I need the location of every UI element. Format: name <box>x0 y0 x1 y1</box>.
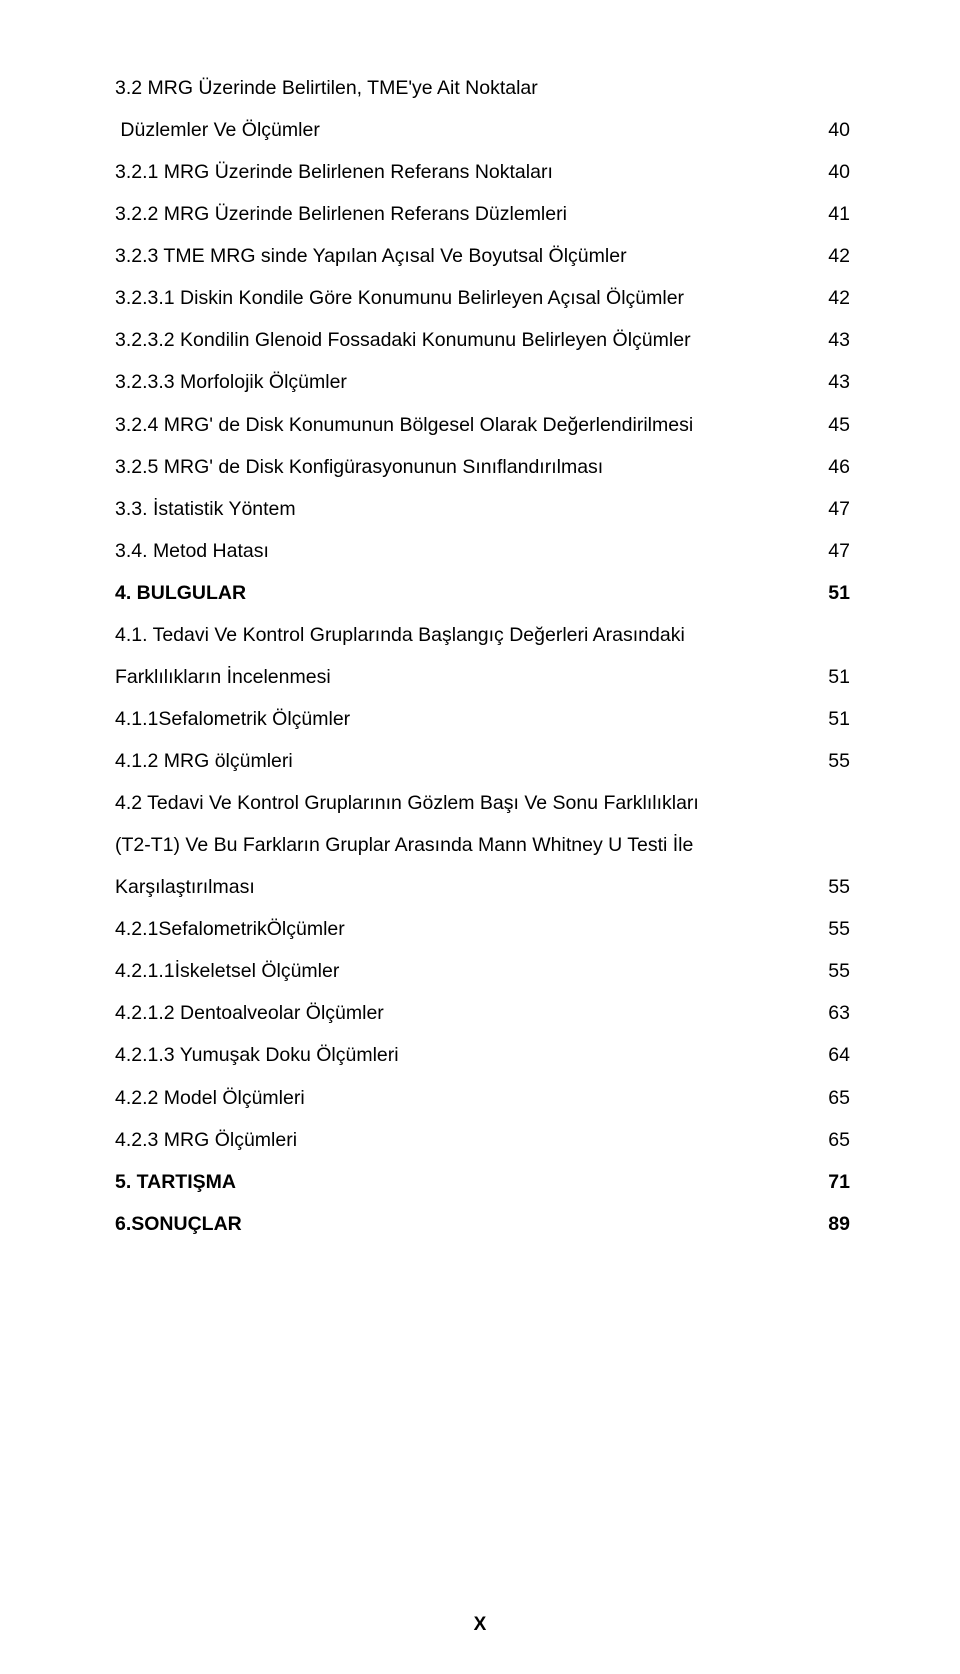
toc-entry-page: 55 <box>800 869 850 905</box>
toc-entry: 4.1.2 MRG ölçümleri55 <box>115 743 850 779</box>
toc-entry-text: 4.2.2 Model Ölçümleri <box>115 1080 800 1116</box>
toc-entry: 3.2.3.3 Morfolojik Ölçümler43 <box>115 364 850 400</box>
toc-entry-text: 4.1. Tedavi Ve Kontrol Gruplarında Başla… <box>115 617 800 653</box>
toc-entry: 3.2 MRG Üzerinde Belirtilen, TME'ye Ait … <box>115 70 850 106</box>
toc-entry: 3.2.3.1 Diskin Kondile Göre Konumunu Bel… <box>115 280 850 316</box>
toc-entry-page: 43 <box>800 364 850 400</box>
toc-entry: 4.2.1.2 Dentoalveolar Ölçümler63 <box>115 995 850 1031</box>
toc-entry-page: 40 <box>800 154 850 190</box>
toc-entry-text: 3.2.3.1 Diskin Kondile Göre Konumunu Bel… <box>115 280 800 316</box>
toc-entry: (T2-T1) Ve Bu Farkların Gruplar Arasında… <box>115 827 850 863</box>
toc-entry-text: 3.2.1 MRG Üzerinde Belirlenen Referans N… <box>115 154 800 190</box>
toc-entry: 3.4. Metod Hatası47 <box>115 533 850 569</box>
toc-entry-text: 4. BULGULAR <box>115 575 800 611</box>
toc-entry-text: 3.2.3.3 Morfolojik Ölçümler <box>115 364 800 400</box>
toc-entry: 4.2 Tedavi Ve Kontrol Gruplarının Gözlem… <box>115 785 850 821</box>
toc-entry-page: 47 <box>800 533 850 569</box>
toc-entry-text: 4.2.1.3 Yumuşak Doku Ölçümleri <box>115 1037 800 1073</box>
toc-entry: 6.SONUÇLAR89 <box>115 1206 850 1242</box>
toc-entry: 3.2.3.2 Kondilin Glenoid Fossadaki Konum… <box>115 322 850 358</box>
toc-entry-page: 71 <box>800 1164 850 1200</box>
toc-entry-text: 4.2 Tedavi Ve Kontrol Gruplarının Gözlem… <box>115 785 800 821</box>
toc-entry: 4.1.1Sefalometrik Ölçümler51 <box>115 701 850 737</box>
toc-entry-text: Farklılıkların İncelenmesi <box>115 659 800 695</box>
toc-entry: 4.2.2 Model Ölçümleri65 <box>115 1080 850 1116</box>
toc-entry-text: 3.2.3.2 Kondilin Glenoid Fossadaki Konum… <box>115 322 800 358</box>
toc-entry: 3.2.3 TME MRG sinde Yapılan Açısal Ve Bo… <box>115 238 850 274</box>
toc-entry-page: 51 <box>800 575 850 611</box>
toc-entry-page: 40 <box>800 112 850 148</box>
toc-entry-page: 51 <box>800 659 850 695</box>
toc-entry-page: 63 <box>800 995 850 1031</box>
toc-entry-text: 5. TARTIŞMA <box>115 1164 800 1200</box>
toc-entry-text: 4.2.1.1İskeletsel Ölçümler <box>115 953 800 989</box>
toc-entry-text: 4.2.1SefalometrikÖlçümler <box>115 911 800 947</box>
toc-entry-page: 46 <box>800 449 850 485</box>
toc-entry-page: 55 <box>800 953 850 989</box>
toc-entry-page: 89 <box>800 1206 850 1242</box>
toc-entry: 4. BULGULAR51 <box>115 575 850 611</box>
toc-entry-text: 3.2.4 MRG' de Disk Konumunun Bölgesel Ol… <box>115 407 800 443</box>
toc-entry-text: 4.1.1Sefalometrik Ölçümler <box>115 701 800 737</box>
toc-entry-text: 3.2.3 TME MRG sinde Yapılan Açısal Ve Bo… <box>115 238 800 274</box>
toc-entry-page: 65 <box>800 1122 850 1158</box>
toc-entry: 4.2.1.1İskeletsel Ölçümler55 <box>115 953 850 989</box>
toc-entry: Karşılaştırılması55 <box>115 869 850 905</box>
toc-entry-text: 3.2 MRG Üzerinde Belirtilen, TME'ye Ait … <box>115 70 800 106</box>
toc-entry-text: 4.2.3 MRG Ölçümleri <box>115 1122 800 1158</box>
toc-entry: 3.2.1 MRG Üzerinde Belirlenen Referans N… <box>115 154 850 190</box>
toc-entry-page: 51 <box>800 701 850 737</box>
table-of-contents: 3.2 MRG Üzerinde Belirtilen, TME'ye Ait … <box>115 70 850 1242</box>
toc-entry-text: 3.3. İstatistik Yöntem <box>115 491 800 527</box>
toc-entry-page: 64 <box>800 1037 850 1073</box>
toc-entry-text: Karşılaştırılması <box>115 869 800 905</box>
toc-entry-page: 55 <box>800 911 850 947</box>
toc-entry: 5. TARTIŞMA71 <box>115 1164 850 1200</box>
toc-entry: Düzlemler Ve Ölçümler40 <box>115 112 850 148</box>
toc-entry-text: 4.1.2 MRG ölçümleri <box>115 743 800 779</box>
toc-entry-page: 65 <box>800 1080 850 1116</box>
toc-entry: 3.2.4 MRG' de Disk Konumunun Bölgesel Ol… <box>115 407 850 443</box>
toc-entry-page: 45 <box>800 407 850 443</box>
toc-entry: Farklılıkların İncelenmesi51 <box>115 659 850 695</box>
toc-entry-text: 3.4. Metod Hatası <box>115 533 800 569</box>
toc-entry: 3.2.2 MRG Üzerinde Belirlenen Referans D… <box>115 196 850 232</box>
toc-entry: 4.2.1.3 Yumuşak Doku Ölçümleri64 <box>115 1037 850 1073</box>
toc-entry-page: 42 <box>800 280 850 316</box>
toc-entry-page: 43 <box>800 322 850 358</box>
toc-entry: 3.3. İstatistik Yöntem47 <box>115 491 850 527</box>
toc-entry-text: Düzlemler Ve Ölçümler <box>115 112 800 148</box>
toc-entry-page: 47 <box>800 491 850 527</box>
toc-entry: 4.2.1SefalometrikÖlçümler55 <box>115 911 850 947</box>
toc-entry-page: 41 <box>800 196 850 232</box>
toc-entry-text: 3.2.5 MRG' de Disk Konfigürasyonunun Sın… <box>115 449 800 485</box>
toc-entry-text: (T2-T1) Ve Bu Farkların Gruplar Arasında… <box>115 827 800 863</box>
toc-entry-text: 4.2.1.2 Dentoalveolar Ölçümler <box>115 995 800 1031</box>
page-number-footer: X <box>0 1614 960 1636</box>
toc-entry-text: 3.2.2 MRG Üzerinde Belirlenen Referans D… <box>115 196 800 232</box>
toc-entry-text: 6.SONUÇLAR <box>115 1206 800 1242</box>
toc-entry: 4.1. Tedavi Ve Kontrol Gruplarında Başla… <box>115 617 850 653</box>
toc-entry-page: 55 <box>800 743 850 779</box>
toc-entry: 4.2.3 MRG Ölçümleri65 <box>115 1122 850 1158</box>
toc-entry-page: 42 <box>800 238 850 274</box>
toc-entry: 3.2.5 MRG' de Disk Konfigürasyonunun Sın… <box>115 449 850 485</box>
